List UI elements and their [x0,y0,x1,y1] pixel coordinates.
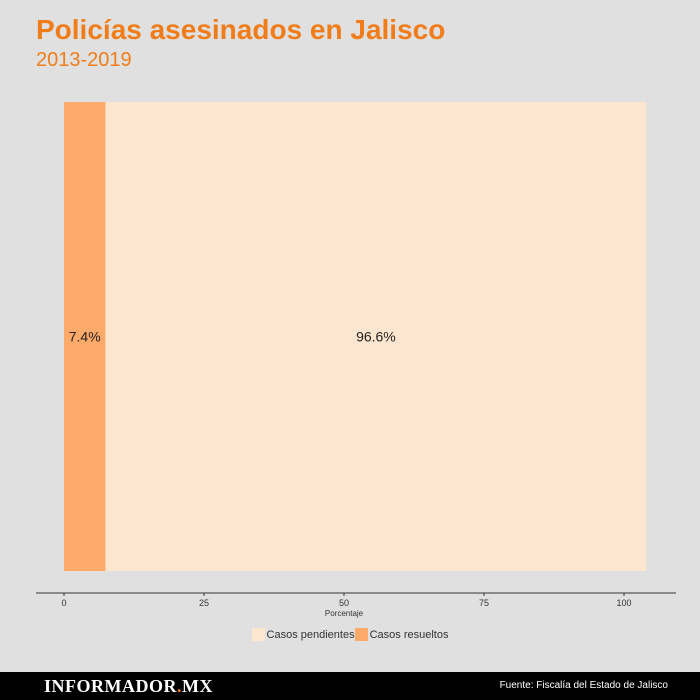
legend-swatch-casos-pendientes [251,628,265,641]
legend-item-casos-resueltos: Casos resueltos [354,628,449,641]
brand-main: INFORMADOR [44,676,177,696]
x-tick-label: 75 [479,598,489,608]
x-tick-label: 0 [61,598,66,608]
x-tick-label: 25 [199,598,209,608]
brand-logo: INFORMADOR.MX [44,676,213,697]
data-label-casos-resueltos: 7.4% [69,329,101,345]
legend-label-casos-resueltos: Casos resueltos [369,628,449,641]
bar-casos-resueltos [64,102,106,571]
x-tick-label: 50 [339,598,349,608]
source-note: Fuente: Fiscalía del Estado de Jalisco [499,680,668,691]
brand-suffix: MX [182,676,213,696]
chart-subtitle: 2013-2019 [36,49,132,71]
legend: Casos pendientes Casos resueltos [0,628,700,641]
x-axis-title: Porcentaje [325,609,364,618]
chart-title: Policías asesinados en Jalisco [36,14,446,45]
footer-bar: INFORMADOR.MX Fuente: Fiscalía del Estad… [0,672,700,700]
bar-casos-pendientes [105,102,647,571]
data-label-casos-pendientes: 96.6% [356,329,396,345]
legend-swatch-casos-resueltos [354,628,368,641]
legend-label-casos-pendientes: Casos pendientes [266,628,355,641]
x-tick-label: 100 [616,598,631,608]
legend-item-casos-pendientes: Casos pendientes [251,628,355,641]
brand-dot: . [177,676,182,696]
